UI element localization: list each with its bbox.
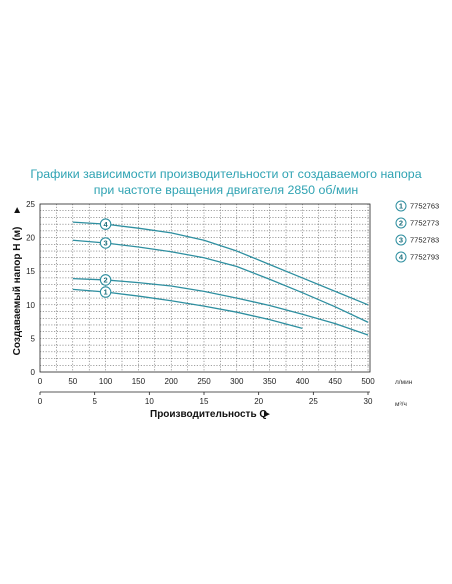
legend-marker-label-2: 2 [399,219,403,228]
y-axis-arrow: ► [12,205,23,215]
curve-marker-2 [99,274,112,286]
x-lpm-tick-label: 150 [132,377,146,386]
chart-title-line-2: при частоте вращения двигателя 2850 об/м… [93,183,359,197]
curve-marker-4 [99,218,112,230]
curve-7752773 [72,277,369,336]
grid-layer [39,203,371,373]
legend-marker-4 [395,251,407,263]
legend-label-7752773: 7752773 [410,219,439,228]
legend-label-7752793: 7752793 [410,253,439,262]
legend-marker-2 [395,217,407,229]
x-lpm-tick-label: 200 [165,377,179,386]
curve-marker-3 [99,237,112,249]
x-unit-lpm: л/мин [395,379,413,386]
curve-marker-label-1: 1 [104,288,108,297]
legend-label-7752763: 7752763 [410,202,439,211]
legend: 1 7752763 2 7752773 3 7752783 4 7752793 [395,200,439,263]
x-lpm-tick-label: 450 [329,377,343,386]
curve-7752783 [72,239,369,323]
legend-marker-label-1: 1 [399,202,403,211]
x-m3h-tick-label: 25 [309,397,318,406]
curve-marker-1 [99,286,112,298]
x-axis-arrow: ► [262,409,272,420]
x-lpm-tick-label: 350 [263,377,277,386]
x-m3h-tick-label: 5 [92,397,97,406]
x-m3h-tick-label: 20 [254,397,263,406]
x-m3h-tick-label: 15 [200,397,209,406]
y-tick-label: 10 [26,301,35,310]
x-axis-title: Производительность Q [150,409,267,420]
x-lpm-tick-label: 500 [361,377,375,386]
curve-marker-label-2: 2 [104,276,108,285]
y-tick-label: 25 [26,200,35,209]
legend-marker-label-4: 4 [399,253,404,262]
y-tick-label: 15 [26,267,35,276]
legend-marker-3 [395,234,407,246]
y-tick-label: 5 [31,334,36,343]
x-m3h-tick-label: 0 [38,397,43,406]
legend-label-7752783: 7752783 [410,236,439,245]
y-tick-label: 20 [26,234,35,243]
x-m3h-tick-label: 30 [364,397,373,406]
x-lpm-tick-label: 300 [230,377,244,386]
x-lpm-tick-label: 400 [296,377,310,386]
legend-marker-label-3: 3 [399,236,403,245]
plot-frame [39,203,371,373]
curve-marker-label-4: 4 [104,220,109,229]
chart-title: Графики зависимости производительности о… [0,166,452,198]
x-lpm-tick-label: 0 [38,377,43,386]
x-m3h-tick-label: 10 [145,397,154,406]
legend-marker-1 [395,200,407,212]
chart-title-line-1: Графики зависимости производительности о… [30,167,422,181]
curve-marker-label-3: 3 [104,239,108,248]
x-lpm-tick-label: 250 [197,377,211,386]
curve-7752793 [72,221,369,306]
x-lpm-tick-label: 100 [99,377,113,386]
curve-layer: 1 2 3 4 [72,218,369,336]
x-unit-m3h: м³/ч [395,401,407,408]
x-lpm-tick-label: 50 [68,377,77,386]
y-tick-label: 0 [31,368,36,377]
y-axis-title: Создаваемый напор H (м) [12,227,23,356]
